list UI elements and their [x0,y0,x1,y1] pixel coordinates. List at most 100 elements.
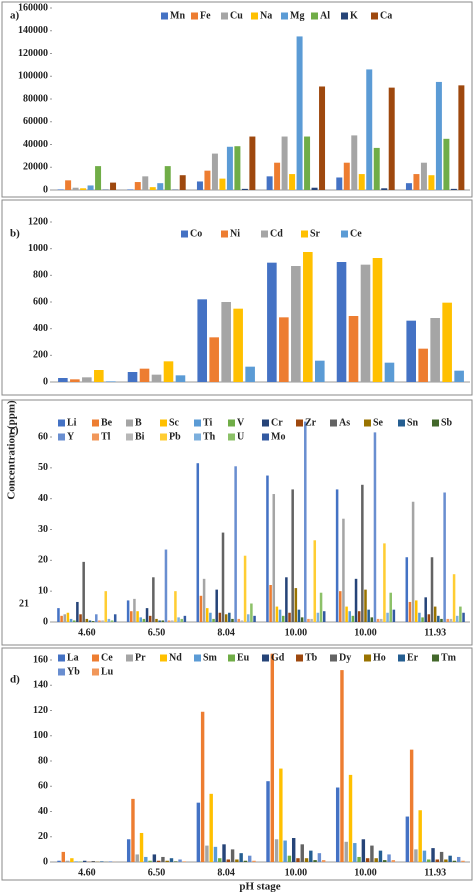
bar [335,787,340,862]
bar [384,362,395,382]
bar [82,377,92,382]
y-tick-label: 20000 [23,162,48,173]
bar [291,266,301,382]
legend-label: Ce [350,228,362,239]
x-tick-label: 11.93 [424,627,446,638]
x-tick-label: 10.00 [354,867,377,878]
y-tick-label: 0 [43,616,48,627]
bar [418,810,422,862]
bar [272,494,276,622]
bar [266,475,269,622]
bar [348,611,351,622]
panel-frame [1,199,473,396]
panel-label: d) [10,674,20,686]
legend-label: Pr [135,652,146,663]
bar [249,136,256,190]
bar [133,598,136,622]
bar [278,609,282,622]
bar [58,378,68,382]
y-tick-label: 30 [38,524,48,535]
bar [461,860,465,862]
bar [72,620,76,622]
y-tick-label: 10 [38,585,48,596]
bar [300,844,304,862]
bar [351,135,358,190]
bar [285,577,288,622]
bar [319,592,323,622]
annotation: 21 [19,598,29,609]
legend-label: V [237,417,245,428]
legend-label: Sr [310,228,321,239]
bar [435,81,442,190]
bar [274,839,279,862]
bar [174,591,177,622]
y-tick-label: 200 [33,350,48,361]
y-tick-label: 20 [38,831,48,842]
bar [155,618,158,622]
bar [57,608,60,622]
x-tick-label: 10.00 [285,867,308,878]
panel-label: b) [10,228,20,240]
bar [409,749,414,862]
bar [204,170,211,190]
bar [101,620,104,622]
bar [348,774,353,862]
legend-label: Dy [339,652,351,663]
legend-swatch [364,654,371,662]
bar [144,856,148,862]
legend-label: Tb [305,652,318,663]
bar [321,860,326,862]
bar [439,851,444,862]
legend-label: Be [101,417,113,428]
bar [199,595,203,622]
bar [57,860,61,862]
bar [100,861,104,862]
bar [221,302,231,382]
bar [304,421,307,622]
legend-label: Bi [135,431,145,442]
bar [361,839,366,862]
bar [288,612,291,622]
bar [98,620,101,622]
legend-swatch [371,12,378,20]
x-tick-label: 8.04 [217,627,235,638]
bar [427,614,431,622]
bar [169,858,174,862]
legend-label: Y [67,431,75,442]
bar [139,368,150,382]
bar [221,532,225,622]
bar [367,609,370,622]
bar [315,360,325,382]
legend-label: Ho [373,652,386,663]
bar [106,381,116,382]
bar [381,188,388,190]
bar [164,549,168,622]
legend-swatch [194,419,201,427]
y-tick-label: 160000 [18,2,48,13]
bar [127,372,138,382]
bar [226,146,233,190]
bar [157,183,164,190]
y-tick-label: 80000 [23,93,48,104]
bar [386,612,389,622]
bar [85,618,89,622]
bar [310,618,313,622]
legend-label: Gd [271,652,285,663]
bar [182,861,187,862]
bar [387,854,391,862]
bar [218,612,222,622]
legend-label: Yb [67,666,80,677]
y-tick-label: 100 [33,730,48,741]
bar [240,620,244,622]
bar [94,370,104,382]
bar [392,609,396,622]
bar [175,375,186,382]
legend-swatch [58,668,65,676]
bar [336,262,347,382]
bar [126,600,130,622]
bar [442,302,452,382]
bar [339,591,342,622]
bar [291,489,294,622]
legend-label: Ca [380,10,392,21]
